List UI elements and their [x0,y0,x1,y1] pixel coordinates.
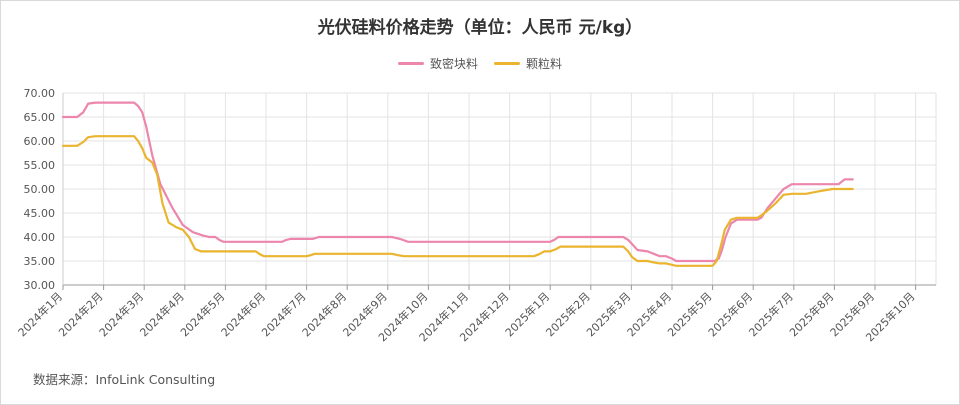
legend-swatch-series-0 [397,62,424,65]
y-tick-label: 60.00 [24,135,56,148]
chart-title: 光伏硅料价格走势（单位：人民币 元/kg） [317,18,643,38]
chart-legend: 致密块料 颗粒料 [1,55,959,72]
y-tick-label: 65.00 [24,111,56,124]
series-line-0 [61,101,854,263]
y-tick-label: 45.00 [24,207,56,220]
legend-item-series-0[interactable]: 致密块料 [397,55,478,72]
legend-item-series-1[interactable]: 颗粒料 [494,55,562,72]
y-tick-label: 30.00 [24,279,56,292]
series-line-1 [61,135,854,267]
legend-swatch-series-1 [494,62,520,65]
y-tick-label: 55.00 [24,159,56,172]
legend-label-series-1: 颗粒料 [526,57,563,71]
y-tick-label: 70.00 [24,87,56,100]
y-tick-label: 50.00 [24,183,56,196]
y-tick-label: 40.00 [24,231,56,244]
legend-label-series-0: 致密块料 [429,57,478,71]
y-tick-label: 35.00 [24,255,56,268]
chart-source: 数据来源：InfoLink Consulting [33,372,216,387]
